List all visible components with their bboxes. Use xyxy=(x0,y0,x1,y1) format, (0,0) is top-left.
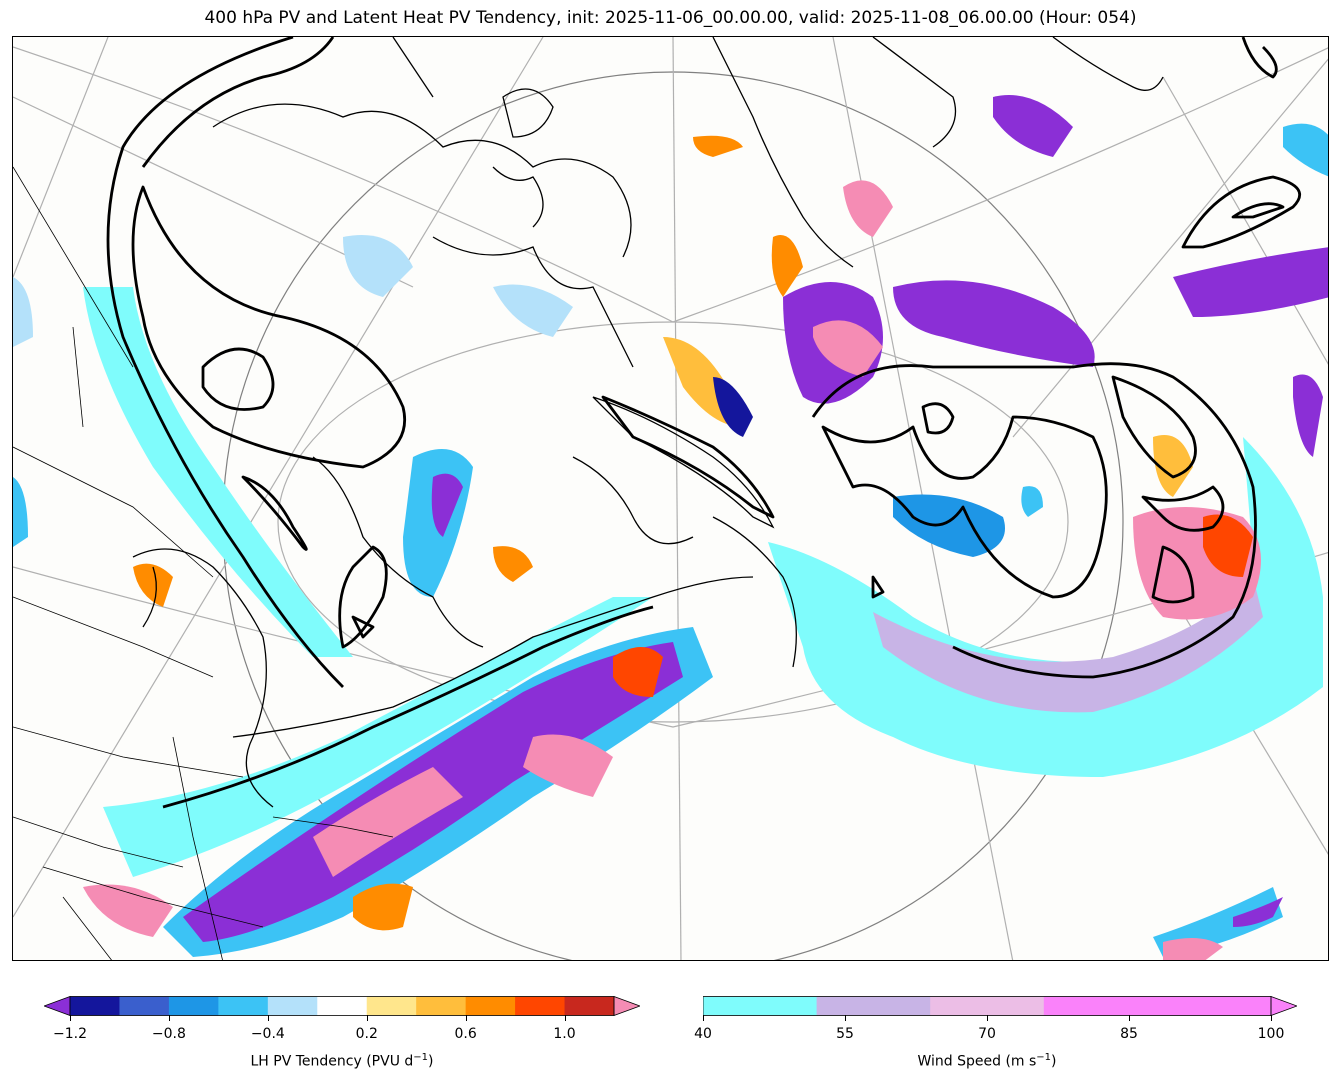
colorbar-frame xyxy=(69,996,615,1016)
colorbar-tick-label: −0.8 xyxy=(151,1026,186,1042)
colorbar-tick-mark xyxy=(1271,1015,1272,1021)
colorbar-tick-label: 85 xyxy=(1120,1026,1138,1042)
colorbar-swatch xyxy=(317,996,368,1016)
colorbar-tick-mark xyxy=(267,1015,269,1021)
colorbar-arrow-high xyxy=(613,995,642,1017)
lh-pv-label-exponent: −1 xyxy=(413,1052,429,1063)
colorbar-swatch xyxy=(168,996,219,1016)
colorbar-tick-label: 100 xyxy=(1257,1026,1285,1042)
lh-pv-tendency-fill xyxy=(13,95,1328,960)
colorbar-swatch xyxy=(816,996,931,1016)
colorbar-tick-mark xyxy=(168,1015,170,1021)
lh-pv-colorbar-label: LH PV Tendency (PVU d−1) xyxy=(251,1052,434,1070)
wind-speed-label-exponent: −1 xyxy=(1036,1052,1052,1063)
political-borders xyxy=(13,166,394,960)
lh-pv-label-prefix: LH PV Tendency (PVU d xyxy=(250,1053,414,1070)
colorbar-swatch xyxy=(564,996,615,1016)
wind-speed-label-suffix: ) xyxy=(1051,1053,1057,1070)
map-canvas xyxy=(13,37,1328,960)
colorbar-tick-mark xyxy=(465,1015,467,1021)
lh-pv-colorbar-swatches xyxy=(42,995,642,1017)
colorbar-swatch xyxy=(703,996,818,1016)
colorbar-tick-label: −0.4 xyxy=(250,1026,285,1042)
colorbar-tick-label: 0.2 xyxy=(355,1026,378,1042)
coastlines xyxy=(132,37,1164,808)
colorbar-swatch xyxy=(366,996,417,1016)
colorbar-swatch xyxy=(119,996,170,1016)
wind-speed-colorbar-label: Wind Speed (m s−1) xyxy=(917,1052,1056,1070)
colorbar-swatch xyxy=(70,996,120,1016)
colorbar-swatch xyxy=(1157,996,1272,1016)
colorbar-swatch xyxy=(930,996,1045,1016)
colorbar-tick-mark xyxy=(703,1015,704,1021)
colorbar-tick-label: −1.2 xyxy=(53,1026,87,1042)
colorbar-tick-label: 0.6 xyxy=(454,1026,477,1042)
colorbar-tick-mark xyxy=(564,1015,566,1021)
colorbar-swatch xyxy=(515,996,566,1016)
wind-speed-fill xyxy=(83,287,1323,877)
colorbar-tick-mark xyxy=(1129,1015,1130,1021)
colorbar-swatch xyxy=(465,996,516,1016)
colorbar-tick-mark xyxy=(987,1015,988,1021)
wind-speed-colorbar-swatches xyxy=(702,995,1299,1017)
pv-contours xyxy=(106,37,1301,809)
colorbar-tick-mark xyxy=(70,1015,71,1021)
colorbar-swatch xyxy=(218,996,269,1016)
lh-pv-colorbar xyxy=(42,995,642,1017)
colorbar-swatch xyxy=(1043,996,1158,1016)
colorbar-tick-mark xyxy=(845,1015,846,1021)
colorbar-swatch xyxy=(267,996,318,1016)
colorbar-tick-label: 55 xyxy=(836,1026,854,1042)
colorbar-tick-label: 40 xyxy=(694,1026,712,1042)
colorbar-tick-label: 1.0 xyxy=(553,1026,576,1042)
colorbar-arrow-low xyxy=(42,995,71,1017)
colorbar-arrow-high xyxy=(1270,995,1299,1017)
wind-speed-colorbar xyxy=(702,995,1299,1017)
wind-speed-label-prefix: Wind Speed (m s xyxy=(917,1053,1037,1070)
plot-title: 400 hPa PV and Latent Heat PV Tendency, … xyxy=(204,8,1137,28)
colorbar-tick-mark xyxy=(366,1015,368,1021)
colorbar-swatch xyxy=(416,996,467,1016)
lh-pv-label-suffix: ) xyxy=(428,1053,434,1070)
map-panel xyxy=(12,36,1329,961)
colorbar-tick-label: 70 xyxy=(978,1026,996,1042)
